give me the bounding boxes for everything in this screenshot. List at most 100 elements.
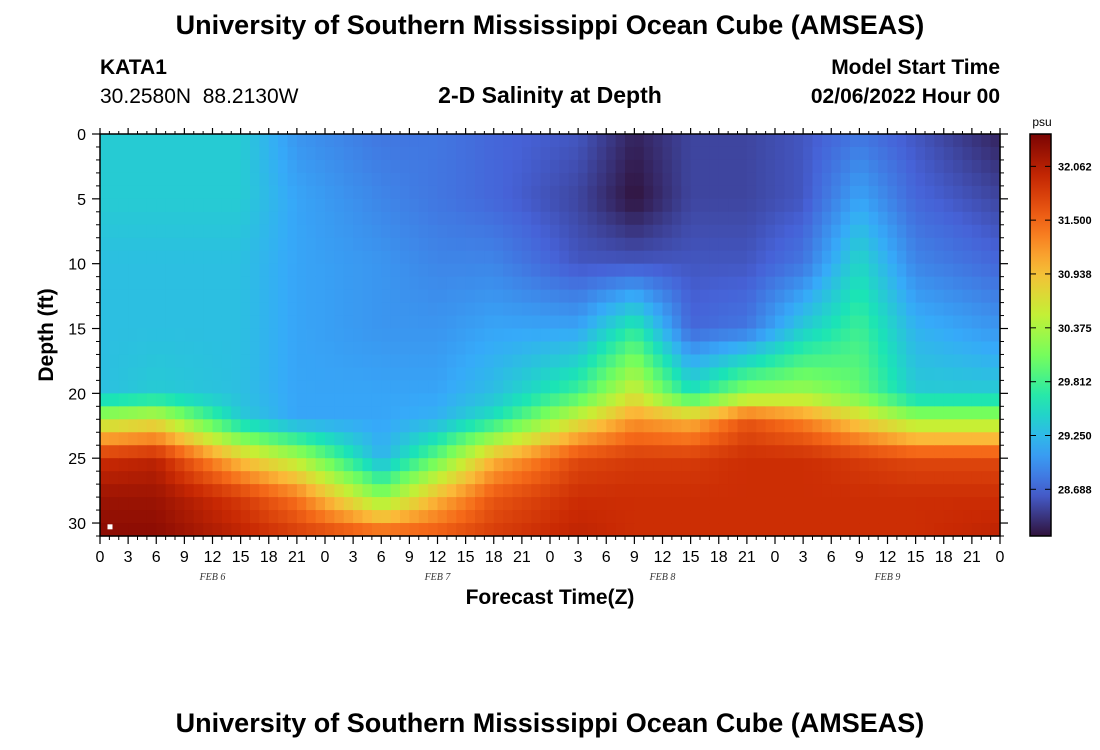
heatmap-cell xyxy=(990,263,1001,278)
x-tick-label: 21 xyxy=(963,549,981,566)
heatmap-cell xyxy=(934,237,945,252)
heatmap-cell xyxy=(240,406,251,420)
heatmap-cell xyxy=(475,185,485,200)
heatmap-cell xyxy=(765,445,776,459)
heatmap-cell xyxy=(821,432,832,446)
heatmap-cell xyxy=(878,250,889,265)
heatmap-cell xyxy=(278,523,289,537)
heatmap-cell xyxy=(334,406,345,420)
heatmap-cell xyxy=(784,393,795,407)
heatmap-cell xyxy=(193,471,204,485)
heatmap-cell xyxy=(175,315,185,330)
heatmap-cell xyxy=(353,341,364,356)
heatmap-cell xyxy=(446,406,457,420)
heatmap-cell xyxy=(550,354,560,369)
heatmap-cell xyxy=(690,380,701,394)
heatmap-cell xyxy=(409,510,420,524)
heatmap-cell xyxy=(831,406,842,420)
heatmap-cell xyxy=(259,172,270,187)
heatmap-cell xyxy=(887,484,898,498)
heatmap-cell xyxy=(475,276,485,291)
heatmap-cell xyxy=(953,445,964,459)
heatmap-cell xyxy=(756,406,767,420)
heatmap-cell xyxy=(840,523,851,537)
heatmap-cell xyxy=(915,406,926,420)
heatmap-cell xyxy=(943,237,954,252)
heatmap-cell xyxy=(231,458,242,472)
heatmap-cell xyxy=(484,224,495,239)
heatmap-cell xyxy=(165,198,176,213)
heatmap-cell xyxy=(746,471,757,485)
heatmap-cell xyxy=(690,289,701,304)
heatmap-cell xyxy=(559,419,570,433)
heatmap-cell xyxy=(362,211,373,226)
heatmap-cell xyxy=(653,458,664,472)
heatmap-cell xyxy=(653,237,664,252)
heatmap-cell xyxy=(962,510,973,524)
heatmap-cell xyxy=(334,432,345,446)
heatmap-cell xyxy=(456,315,467,330)
heatmap-cell xyxy=(315,393,326,407)
heatmap-cell xyxy=(662,263,673,278)
heatmap-cell xyxy=(409,393,420,407)
heatmap-cell xyxy=(840,159,851,174)
heatmap-cell xyxy=(784,237,795,252)
heatmap-cell xyxy=(728,289,739,304)
heatmap-cell xyxy=(381,432,392,446)
heatmap-cell xyxy=(587,458,598,472)
heatmap-cell xyxy=(343,198,354,213)
heatmap-cell xyxy=(212,445,223,459)
heatmap-cell xyxy=(278,328,289,343)
heatmap-cell xyxy=(878,393,889,407)
heatmap-cell xyxy=(146,276,157,291)
heatmap-cell xyxy=(606,380,617,394)
heatmap-cell xyxy=(503,445,514,459)
heatmap-cell xyxy=(812,367,823,381)
heatmap-cell xyxy=(184,419,195,433)
heatmap-cell xyxy=(221,134,232,148)
heatmap-cell xyxy=(793,328,804,343)
heatmap-cell xyxy=(390,276,401,291)
heatmap-cell xyxy=(521,289,532,304)
heatmap-cell xyxy=(231,159,242,174)
heatmap-cell xyxy=(596,172,607,187)
heatmap-cell xyxy=(456,380,467,394)
heatmap-cell xyxy=(587,406,598,420)
heatmap-cell xyxy=(568,510,579,524)
heatmap-cell xyxy=(353,237,364,252)
heatmap-cell xyxy=(334,134,345,148)
heatmap-cell xyxy=(381,134,392,148)
heatmap-cell xyxy=(259,523,270,537)
heatmap-cell xyxy=(540,497,551,511)
heatmap-cell xyxy=(953,315,964,330)
heatmap-cell xyxy=(568,198,579,213)
heatmap-cell xyxy=(878,198,889,213)
heatmap-cell xyxy=(850,315,860,330)
heatmap-cell xyxy=(859,328,870,343)
heatmap-cell xyxy=(409,328,420,343)
heatmap-cell xyxy=(587,315,598,330)
heatmap-cell xyxy=(962,341,973,356)
heatmap-cell xyxy=(690,419,701,433)
heatmap-cell xyxy=(971,276,982,291)
heatmap-cell xyxy=(296,367,307,381)
heatmap-cell xyxy=(878,458,889,472)
heatmap-cell xyxy=(343,146,354,161)
heatmap-cell xyxy=(259,380,270,394)
heatmap-cell xyxy=(531,315,542,330)
heatmap-cell xyxy=(681,419,692,433)
heatmap-cell xyxy=(493,159,504,174)
heatmap-cell xyxy=(503,276,514,291)
heatmap-cell xyxy=(353,458,364,472)
heatmap-cell xyxy=(437,458,448,472)
heatmap-cell xyxy=(362,134,373,148)
heatmap-cell xyxy=(521,302,532,317)
heatmap-cell xyxy=(418,146,429,161)
heatmap-cell xyxy=(859,393,870,407)
heatmap-cell xyxy=(681,211,692,226)
heatmap-cell xyxy=(296,328,307,343)
heatmap-cell xyxy=(437,146,448,161)
heatmap-cell xyxy=(756,367,767,381)
heatmap-cell xyxy=(325,445,335,459)
heatmap-cell xyxy=(109,419,120,433)
